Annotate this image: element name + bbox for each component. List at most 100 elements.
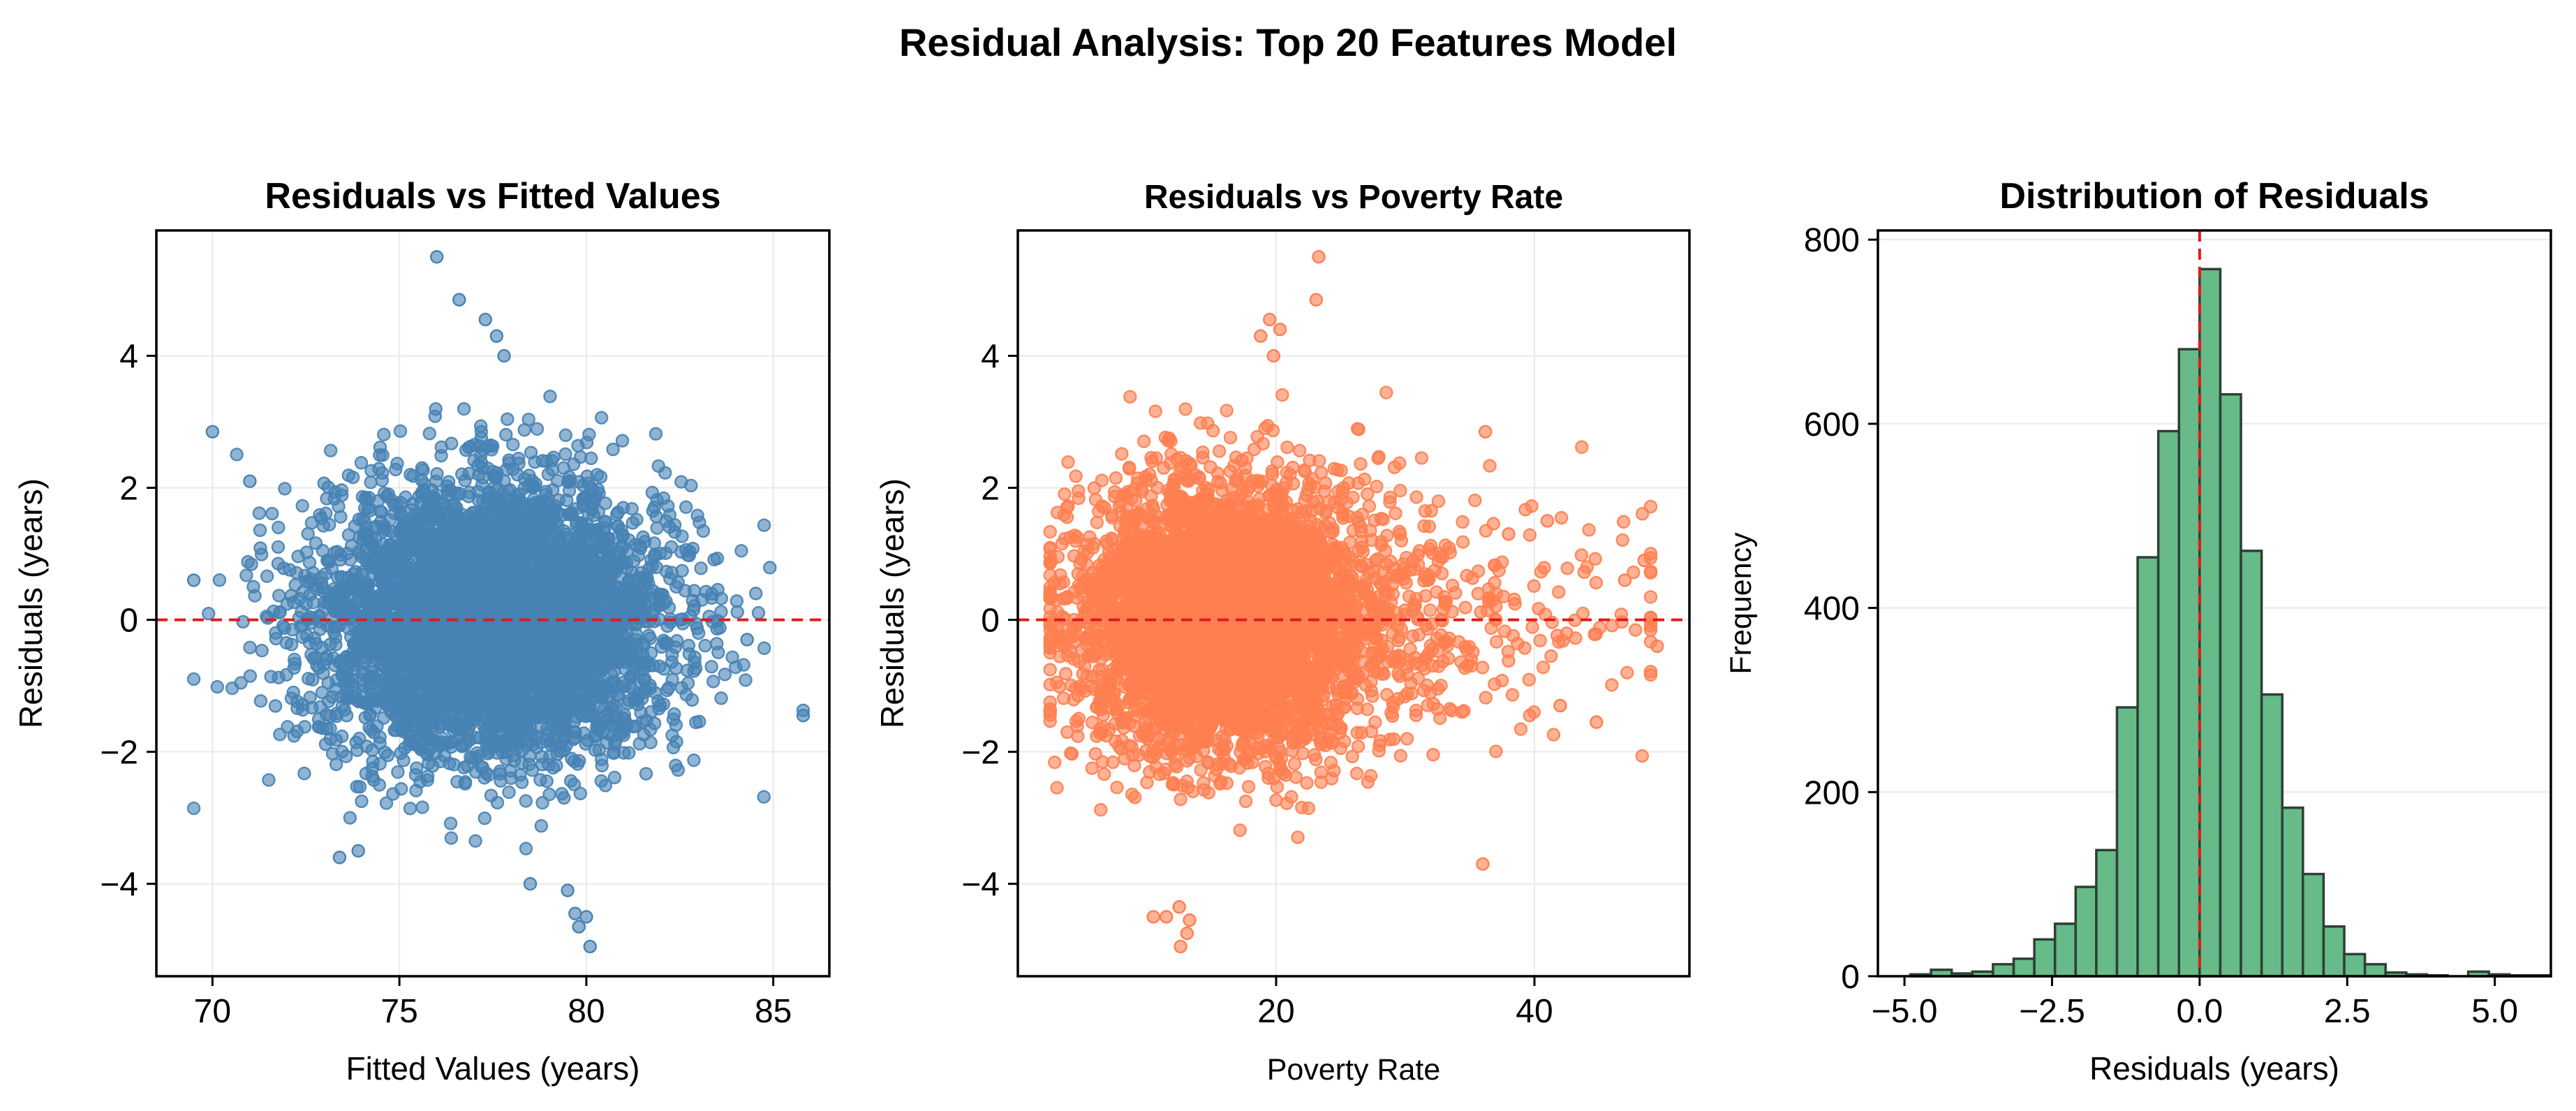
scatter-point — [565, 508, 579, 522]
scatter-point — [396, 542, 410, 557]
scatter-point — [679, 688, 693, 702]
scatter-point — [239, 568, 253, 582]
scatter-point — [642, 658, 656, 672]
scatter-point — [379, 796, 394, 810]
scatter-point — [472, 689, 486, 703]
scatter-point — [462, 638, 476, 652]
scatter-point — [630, 513, 644, 527]
scatter-point — [468, 709, 482, 723]
scatter-point — [415, 800, 429, 814]
scatter-point — [490, 746, 504, 760]
scatter-point — [444, 650, 459, 664]
scatter-point — [665, 655, 679, 669]
scatter-point — [314, 511, 328, 526]
scatter-point — [739, 673, 753, 687]
scatter-point — [714, 691, 728, 705]
scatter-point — [523, 720, 537, 734]
scatter-point — [411, 638, 425, 652]
scatter-point — [536, 523, 551, 538]
scatter-point — [555, 787, 569, 801]
scatter-point — [290, 566, 304, 580]
scatter-point — [693, 714, 706, 729]
scatter-point — [635, 592, 649, 607]
scatter-point — [429, 402, 443, 416]
scatter-point — [355, 794, 369, 809]
scatter-point — [355, 684, 369, 698]
scatter-point — [399, 654, 414, 669]
scatter-point — [508, 600, 523, 615]
scatter-point — [457, 557, 471, 572]
scatter-point — [288, 656, 302, 670]
scatter-point — [751, 605, 766, 620]
scatter-point — [236, 615, 250, 629]
scatter-point — [334, 483, 349, 497]
scatter-point — [313, 615, 327, 628]
scatter-point — [455, 467, 469, 481]
scatter-point — [349, 735, 363, 749]
scatter-point — [757, 641, 771, 655]
scatter-point — [495, 499, 510, 514]
scatter-point — [485, 733, 499, 747]
scatter-point — [408, 595, 423, 610]
scatter-point — [542, 787, 556, 802]
scatter-point — [691, 626, 706, 640]
scatter-point — [415, 543, 429, 557]
scatter-point — [475, 760, 490, 774]
scatter-point — [474, 670, 488, 684]
scatter-point — [558, 428, 572, 442]
scatter-point — [590, 714, 604, 729]
scatter-point — [606, 746, 621, 760]
scatter-point — [202, 607, 216, 621]
scatter-point — [243, 669, 258, 683]
scatter-point — [413, 728, 427, 742]
scatter-point — [528, 568, 542, 582]
scatter-point — [544, 505, 558, 520]
scatter-point — [358, 528, 373, 542]
scatter-point — [519, 841, 533, 855]
scatter-point — [595, 752, 609, 767]
scatter-point — [212, 573, 227, 587]
scatter-point — [252, 506, 267, 520]
scatter-point — [397, 753, 410, 767]
scatter-point — [554, 539, 568, 553]
scatter-point — [387, 656, 401, 670]
scatter-point — [368, 693, 382, 707]
scatter-point — [210, 679, 224, 694]
scatter-point — [306, 651, 320, 665]
scatter-point — [592, 581, 606, 595]
scatter-point — [481, 461, 495, 476]
scatter-point — [730, 605, 744, 619]
scatter-point — [499, 463, 514, 477]
scatter-point — [422, 427, 437, 441]
scatter-point — [594, 411, 609, 425]
scatter-point — [350, 584, 365, 598]
scatter-point — [358, 710, 372, 725]
scatter-point — [633, 541, 648, 555]
scatter-point — [512, 735, 526, 749]
scatter-point — [552, 493, 566, 507]
scatter-point — [253, 694, 268, 708]
scatter-point — [501, 412, 515, 426]
scatter-point — [584, 522, 598, 537]
scatter-point — [644, 553, 658, 567]
scatter-point — [394, 782, 408, 796]
scatter-point — [393, 424, 408, 439]
scatter-point — [327, 625, 341, 640]
scatter-point — [186, 672, 201, 686]
scatter-point — [269, 626, 283, 640]
scatter-point — [365, 619, 380, 633]
scatter-point — [411, 530, 425, 545]
scatter-point — [260, 569, 274, 583]
scatter-point — [729, 660, 743, 675]
scatter-point — [466, 654, 480, 668]
scatter-point — [573, 671, 587, 686]
scatter-point — [335, 729, 349, 744]
scatter-point — [521, 412, 535, 427]
scatter-point — [660, 683, 674, 698]
scatter-point — [186, 801, 201, 816]
scatter-point — [260, 611, 275, 625]
scatter-point — [684, 478, 698, 493]
scatter-point — [511, 508, 526, 522]
scatter-point — [636, 636, 650, 651]
scatter-point — [695, 593, 709, 607]
